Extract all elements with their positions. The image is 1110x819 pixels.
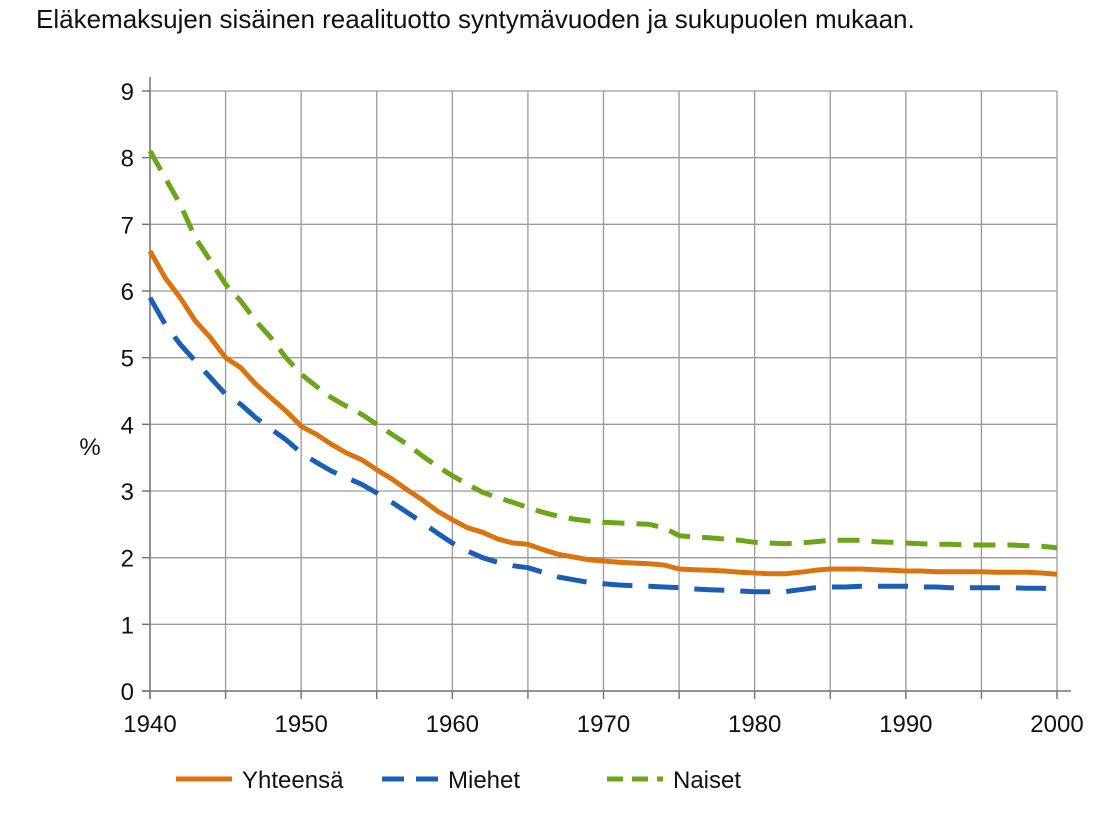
legend-label-naiset: Naiset — [673, 767, 741, 794]
legend: Yhteensä Miehet Naiset — [176, 767, 741, 794]
x-tick-label: 1990 — [879, 711, 932, 738]
y-axis-tick-labels: 0 1 2 3 4 5 6 7 8 9 — [121, 79, 134, 706]
y-tick-label: 0 — [121, 679, 134, 706]
legend-label-miehet: Miehet — [448, 767, 520, 794]
axes — [142, 77, 1071, 699]
chart-title: Eläkemaksujen sisäinen reaalituotto synt… — [36, 4, 915, 34]
y-tick-label: 4 — [121, 412, 134, 439]
y-tick-label: 3 — [121, 479, 134, 506]
series-lines — [147, 149, 1058, 595]
series-line-miehet — [147, 296, 1058, 595]
x-tick-label: 1980 — [728, 711, 781, 738]
x-tick-label: 1950 — [274, 711, 327, 738]
y-tick-label: 2 — [121, 546, 134, 573]
y-axis-label: % — [79, 434, 100, 461]
y-tick-label: 7 — [121, 212, 134, 239]
series-line-naiset — [147, 149, 1058, 551]
x-axis-tick-labels: 1940 1950 1960 1970 1980 1990 2000 — [123, 711, 1083, 738]
y-tick-label: 8 — [121, 146, 134, 173]
y-tick-label: 5 — [121, 346, 134, 373]
y-tick-label: 9 — [121, 79, 134, 106]
series-line-yhteensä — [147, 249, 1058, 577]
x-tick-label: 1940 — [123, 711, 176, 738]
legend-label-yhteensä: Yhteensä — [242, 767, 344, 794]
x-tick-label: 1960 — [426, 711, 479, 738]
x-tick-label: 2000 — [1030, 711, 1083, 738]
grid-lines — [149, 90, 1058, 692]
y-tick-label: 6 — [121, 279, 134, 306]
y-tick-label: 1 — [121, 612, 134, 639]
x-tick-label: 1970 — [577, 711, 630, 738]
